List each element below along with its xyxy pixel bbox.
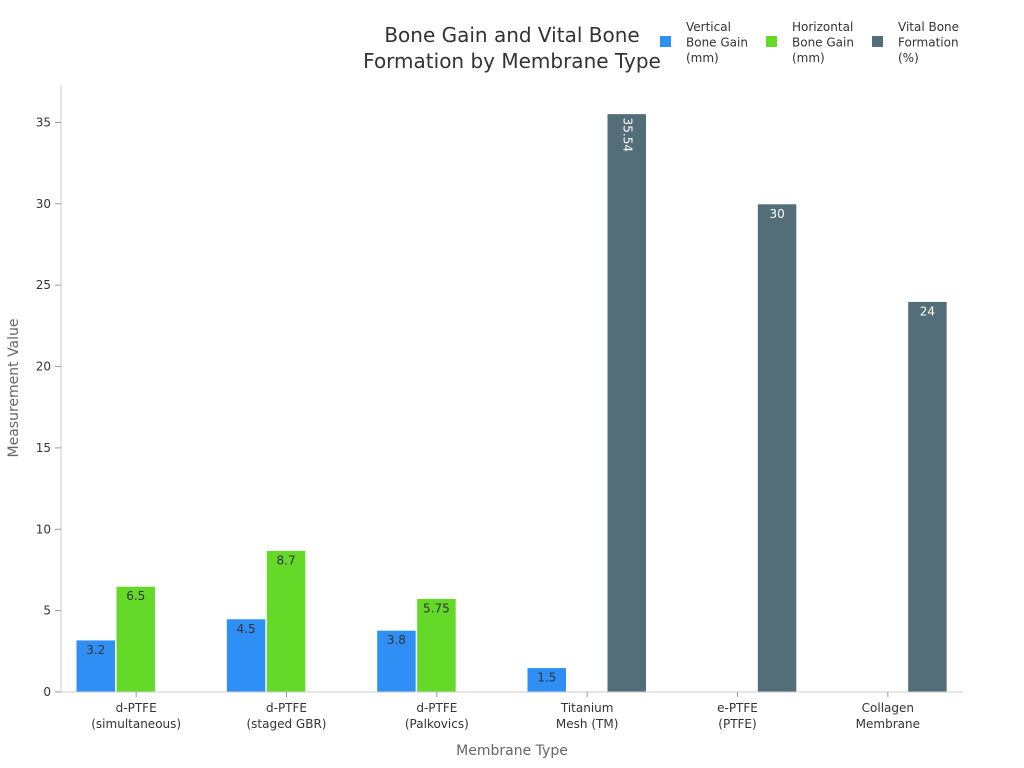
bar-data-label: 35.54 [620, 118, 634, 152]
chart-title-line: Formation by Membrane Type [363, 49, 661, 73]
legend-label: Bone Gain [792, 36, 854, 50]
chart-title-line: Bone Gain and Vital Bone [384, 23, 639, 47]
bars [75, 113, 948, 693]
legend-label: (mm) [792, 51, 825, 65]
legend-swatch [872, 36, 883, 47]
y-tick-label: 10 [36, 522, 51, 536]
x-axis-title: Membrane Type [456, 743, 568, 759]
legend-swatch [766, 36, 777, 47]
y-tick-label: 15 [36, 441, 51, 455]
bar-data-label: 3.8 [387, 633, 406, 647]
x-tick-label: (Palkovics) [405, 717, 469, 731]
x-tick-label: Mesh (TM) [556, 717, 618, 731]
y-tick-label: 30 [36, 197, 51, 211]
legend-item: Horizontal Bone Gain(mm) [766, 20, 854, 65]
x-tick-label: Collagen [862, 701, 914, 715]
legend-label: Formation [898, 36, 959, 50]
bar [907, 300, 948, 693]
bar [526, 667, 567, 693]
x-tick-label: e-PTFE [717, 701, 758, 715]
bar-data-label: 8.7 [277, 553, 296, 567]
y-axis-title: Measurement Value [6, 318, 22, 457]
legend-item: Vertical Bone Gain(mm) [660, 20, 748, 65]
x-tick-label: d-PTFE [266, 701, 307, 715]
legend-item: Vital Bone Formation(%) [872, 20, 959, 65]
bar [756, 203, 798, 693]
y-tick-label: 25 [36, 278, 51, 292]
x-tick-label: (staged GBR) [247, 717, 327, 731]
bar [75, 639, 116, 693]
x-tick-label: Membrane [856, 717, 920, 731]
bar [225, 618, 267, 693]
bar [416, 597, 457, 693]
y-tick-label: 35 [36, 115, 51, 129]
y-tick-label: 20 [36, 360, 51, 374]
legend-swatch [660, 36, 671, 47]
bar [265, 549, 307, 693]
legend-label: Bone Gain [686, 36, 748, 50]
x-tick-label: d-PTFE [116, 701, 157, 715]
bar-data-label: 1.5 [537, 671, 556, 685]
y-tick-label: 0 [43, 685, 51, 699]
bar [376, 629, 417, 693]
legend-label: Vertical [686, 20, 731, 34]
legend-label: Vital Bone [898, 20, 959, 34]
bar-data-label: 30 [769, 207, 784, 221]
x-tick-label: Titanium [560, 701, 614, 715]
x-tick-label: (PTFE) [718, 717, 756, 731]
x-tick-label: d-PTFE [416, 701, 457, 715]
x-tick-label: (simultaneous) [91, 717, 181, 731]
legend-label: Horizontal [792, 20, 853, 34]
legend-label: (mm) [686, 51, 719, 65]
bar-data-label: 5.75 [423, 601, 450, 615]
legend-label: (%) [898, 51, 919, 65]
data-labels: 3.2 4.5 3.8 1.5 6.5 8.7 5.75 35.54 30 24 [86, 118, 935, 685]
bar-data-label: 24 [920, 304, 935, 318]
bar [606, 113, 647, 693]
y-tick-label: 5 [43, 604, 51, 618]
bar-data-label: 4.5 [237, 622, 256, 636]
axes: 0 5 10 15 20 25 30 35 d-PTFE (simultaneous) d-PTFE… [6, 85, 963, 759]
bar-data-label: 6.5 [126, 589, 145, 603]
bar-data-label: 3.2 [86, 643, 105, 657]
